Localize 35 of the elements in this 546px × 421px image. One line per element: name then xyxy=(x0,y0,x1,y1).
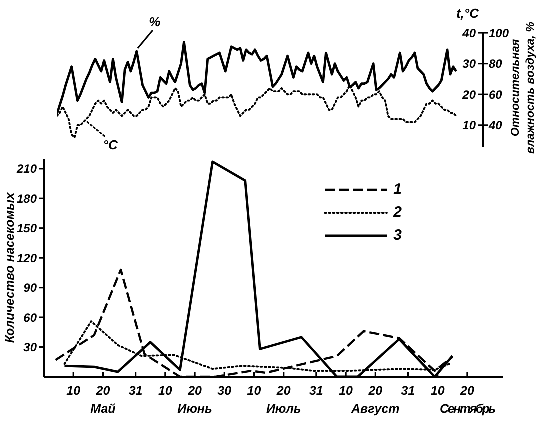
y-axis-title: Количество насекомых xyxy=(3,192,17,344)
x-tick-label: 10 xyxy=(158,384,172,398)
y2-axis-title: Относительная влажность воздуха, % xyxy=(510,22,537,154)
y-tick-label: 10 xyxy=(462,118,476,133)
y-tick-label: 120 xyxy=(16,251,38,266)
legend-label: °C xyxy=(103,137,118,152)
y-tick-label: 30 xyxy=(24,340,38,355)
y-tick-label: 180 xyxy=(16,192,38,206)
y-tick-label: 30 xyxy=(462,57,476,72)
x-tick-label: 10 xyxy=(339,384,354,398)
x-tick-label: 10 xyxy=(66,384,81,398)
x-tick-label: 31 xyxy=(401,384,416,398)
y-axis-title: t,°C xyxy=(456,6,479,21)
x-tick-label: 20 Июнь xyxy=(178,384,212,416)
x-tick-label: 31 xyxy=(309,384,324,398)
y2-tick-label: 60 xyxy=(489,88,503,102)
x-tick-label: 30 xyxy=(218,384,232,398)
x-tick-label: 10 xyxy=(247,384,262,398)
x-tick-label: 20 Июль xyxy=(266,384,302,416)
x-tick-label: 10 xyxy=(430,384,445,398)
y2-tick-label: 100 xyxy=(489,26,510,40)
series-label: % xyxy=(149,14,162,30)
y-tick-label: 90 xyxy=(24,281,38,296)
y2-tick-label: 80 xyxy=(489,57,503,72)
y-tick-label: 210 xyxy=(16,162,38,176)
x-tick-label: 31 xyxy=(128,384,143,398)
legend-label: 2 xyxy=(394,204,402,221)
y2-tick-label: 40 xyxy=(488,118,503,133)
legend-label: 1 xyxy=(394,181,402,198)
y-tick-label: 20 xyxy=(462,88,476,102)
legend-label: 3 xyxy=(394,227,402,244)
y-tick-label: 60 xyxy=(24,310,38,325)
x-tick-label: 20 Май xyxy=(90,384,116,416)
y-tick-label: 150 xyxy=(16,222,38,236)
y-tick-label: 40 xyxy=(462,26,476,40)
